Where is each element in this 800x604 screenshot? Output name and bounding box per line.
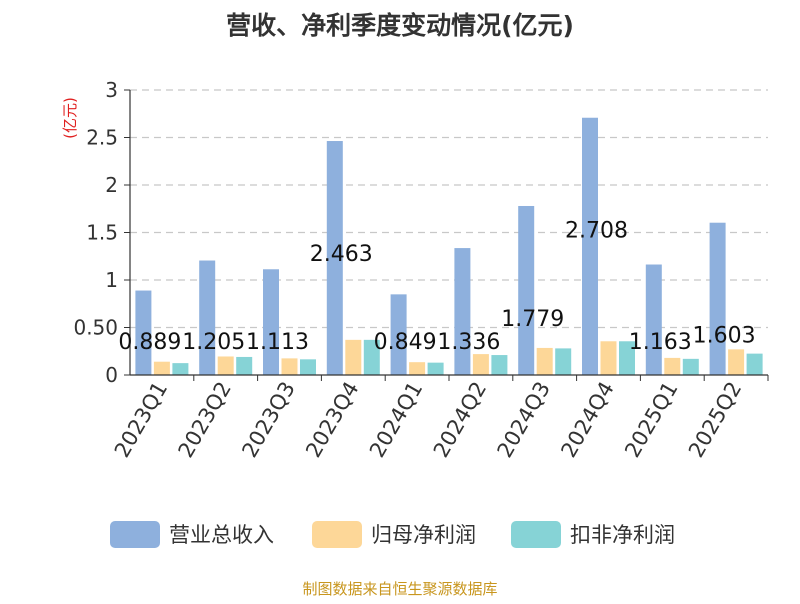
bar-adjusted-net-profit: [491, 355, 508, 375]
data-label: 1.113: [246, 330, 309, 355]
bar-adjusted-net-profit: [300, 359, 316, 375]
data-label: 1.779: [501, 307, 564, 332]
source-note: 制图数据来自恒生聚源数据库: [302, 580, 497, 598]
y-tick-label: 1.5: [86, 221, 118, 245]
bar-net-profit: [728, 349, 745, 375]
y-tick-label: 2: [105, 173, 118, 197]
x-tick-label: 2023Q2: [174, 378, 236, 462]
bar-net-profit: [409, 362, 426, 375]
legend-label: 归母净利润: [371, 523, 476, 547]
bar-net-profit: [217, 356, 234, 375]
data-label: 0.849: [374, 330, 437, 355]
bars: [135, 117, 763, 376]
y-axis-label: (亿元): [61, 97, 79, 139]
data-label: 1.163: [629, 330, 692, 355]
bar-adjusted-net-profit: [619, 341, 635, 375]
x-tick-label: 2024Q1: [365, 378, 427, 462]
y-tick-label: 0.50: [73, 316, 118, 340]
data-label: 1.336: [437, 330, 500, 355]
bar-adjusted-net-profit: [555, 348, 572, 375]
x-tick-label: 2024Q2: [429, 378, 491, 462]
chart-title: 营收、净利季度变动情况(亿元): [226, 11, 574, 40]
data-label: 0.889: [118, 330, 181, 355]
x-tick-label: 2023Q1: [110, 378, 172, 462]
bar-adjusted-net-profit: [172, 363, 189, 375]
bar-adjusted-net-profit: [427, 362, 444, 375]
data-label: 1.603: [693, 324, 756, 349]
bar-net-profit: [600, 341, 617, 375]
legend-swatch: [312, 521, 362, 548]
legend: 营业总收入 归母净利润 扣非净利润: [110, 521, 675, 548]
bar-revenue: [390, 294, 407, 375]
bar-revenue: [326, 141, 343, 375]
y-tick-label: 1: [105, 268, 118, 292]
x-tick-label: 2025Q1: [620, 378, 682, 462]
x-tick-label: 2023Q4: [301, 378, 363, 462]
x-tick-label: 2024Q3: [493, 378, 555, 462]
bar-revenue: [582, 117, 598, 376]
data-label: 1.205: [182, 330, 245, 355]
bar-net-profit: [281, 358, 298, 375]
x-tick-label: 2023Q3: [237, 378, 299, 462]
bar-net-profit: [153, 361, 170, 375]
y-tick-label: 2.5: [86, 126, 118, 150]
x-tick-label: 2025Q2: [684, 378, 746, 462]
bar-revenue: [518, 205, 535, 375]
bar-adjusted-net-profit: [363, 339, 380, 375]
bar-net-profit: [472, 354, 489, 375]
bar-net-profit: [664, 357, 681, 375]
bar-net-profit: [536, 347, 553, 375]
gridlines: [130, 89, 768, 329]
bar-revenue: [645, 264, 662, 375]
bar-revenue: [709, 222, 726, 375]
legend-swatch: [511, 521, 561, 548]
bar-revenue: [454, 248, 471, 375]
bar-adjusted-net-profit: [682, 358, 699, 375]
legend-label: 营业总收入: [169, 523, 274, 547]
legend-label: 扣非净利润: [570, 523, 675, 547]
bar-revenue: [199, 260, 216, 375]
bar-adjusted-net-profit: [236, 356, 253, 375]
bar-net-profit: [345, 339, 362, 375]
y-tick-label: 3: [105, 78, 118, 102]
x-tick-label: 2024Q4: [556, 378, 618, 462]
bar-adjusted-net-profit: [746, 353, 763, 375]
data-label: 2.708: [565, 219, 628, 244]
bar-revenue: [263, 269, 279, 375]
data-label: 2.463: [310, 242, 373, 267]
y-tick-label: 0: [105, 363, 118, 387]
legend-swatch: [110, 521, 160, 548]
bar-revenue: [135, 290, 152, 375]
